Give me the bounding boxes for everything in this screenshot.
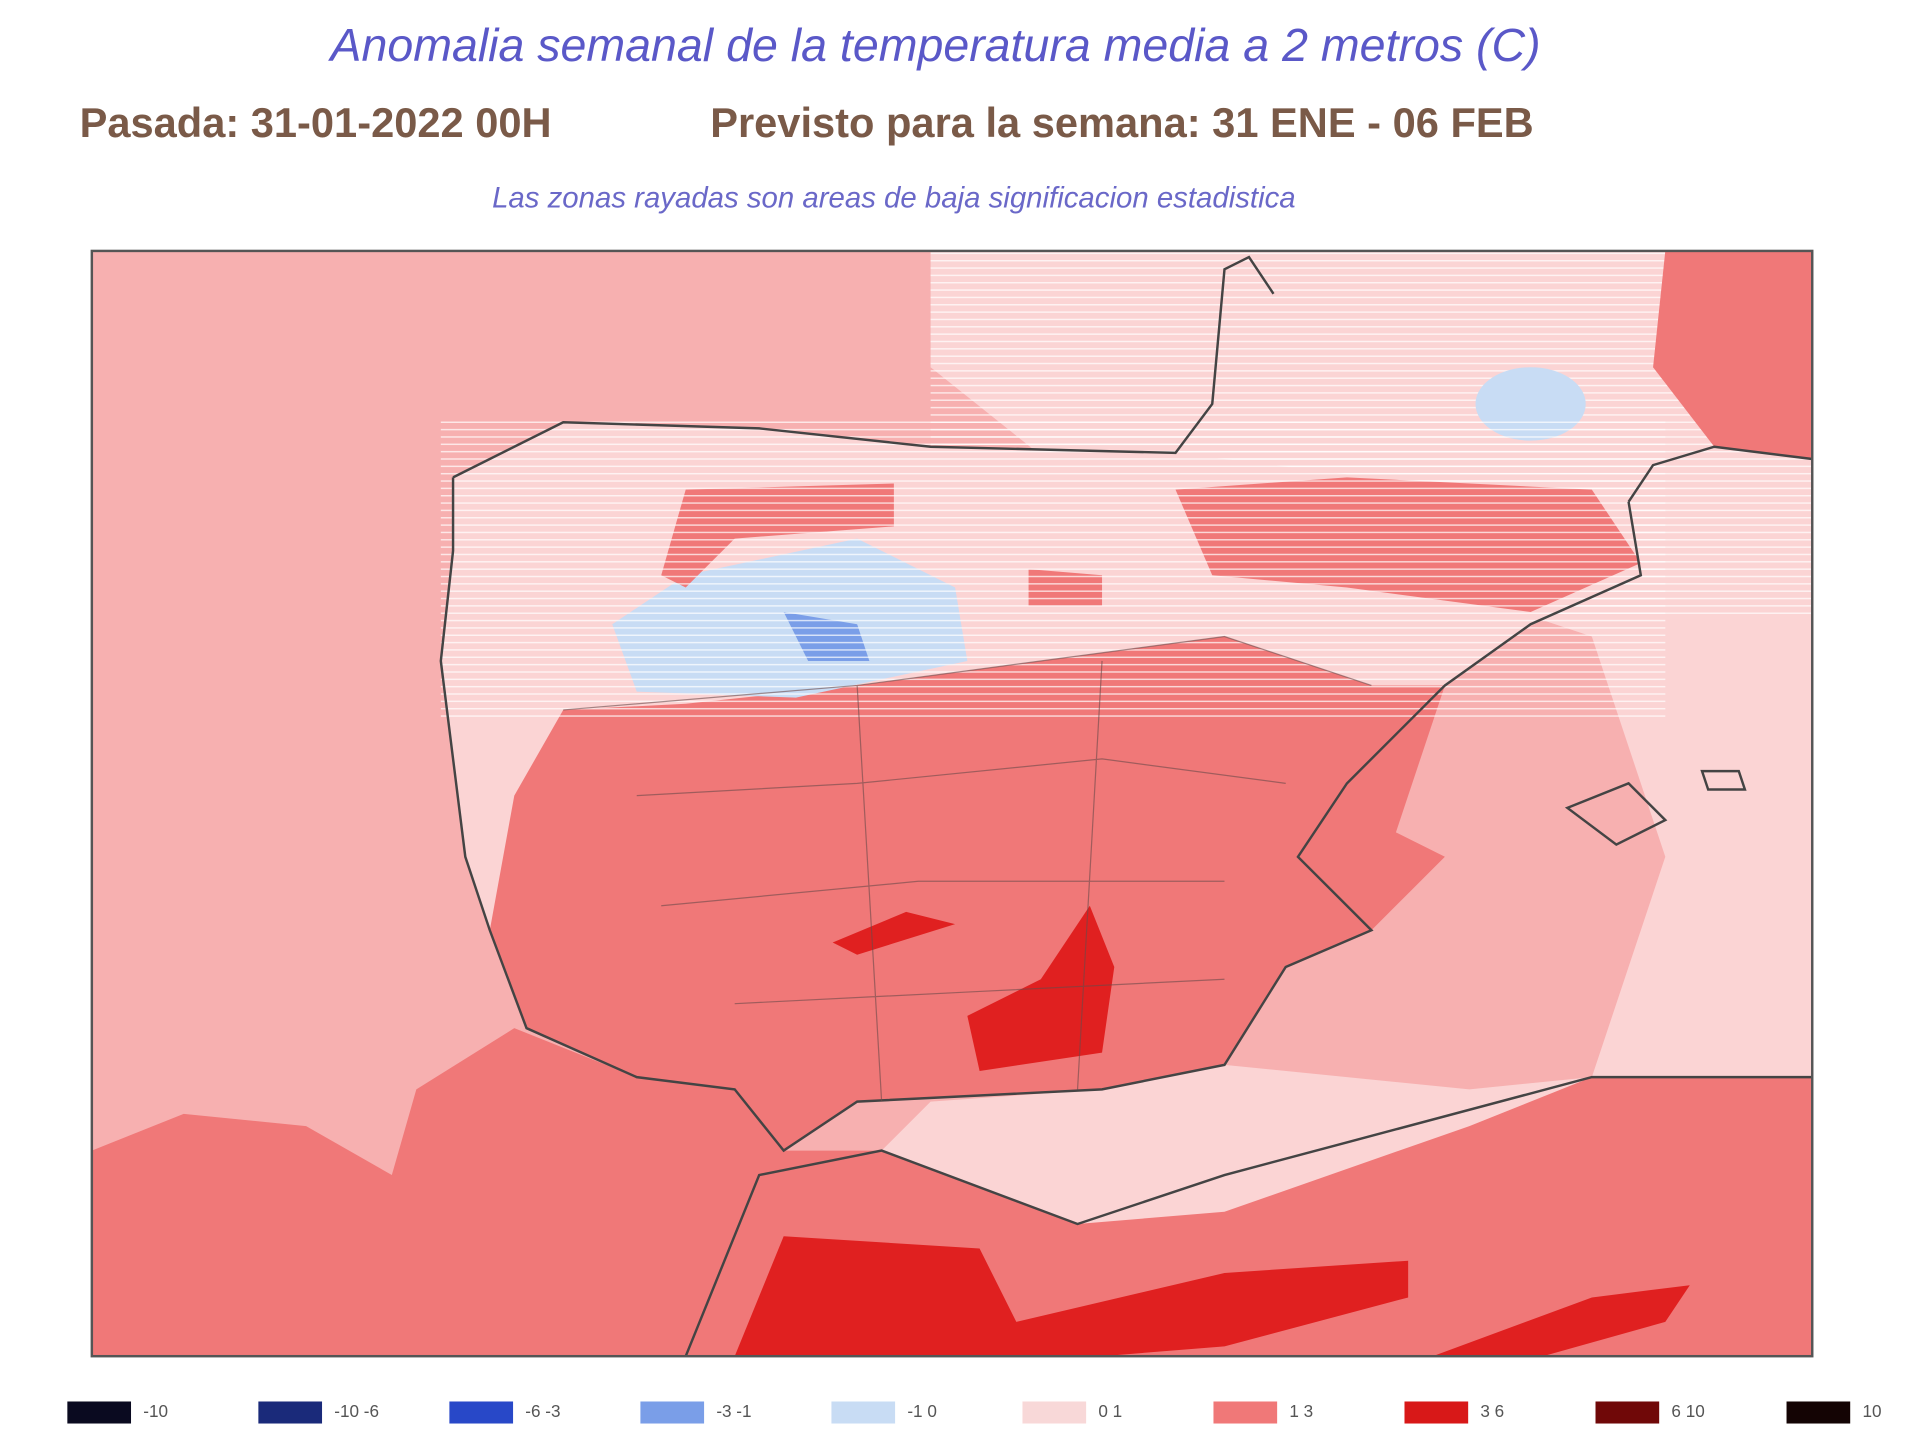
legend-label: 3 6 [1480,1401,1504,1421]
legend-swatch [258,1401,323,1424]
title: Anomalia semanal de la temperatura media… [327,19,1540,71]
legend-label: -10 [143,1401,168,1421]
legend-swatch [1022,1401,1087,1424]
note: Las zonas rayadas son areas de baja sign… [492,181,1296,214]
legend-label: -1 0 [907,1401,937,1421]
legend-label: -6 -3 [525,1401,560,1421]
legend-swatch [67,1401,132,1424]
run-date: Pasada: 31-01-2022 00H [80,99,552,146]
legend-label: 0 1 [1098,1401,1122,1421]
legend-label: -10 -6 [334,1401,379,1421]
legend-swatch [1213,1401,1278,1424]
legend-label: 10 [1862,1401,1881,1421]
legend-swatch [1404,1401,1469,1424]
map-frame [90,249,1814,1358]
legend-swatch [640,1401,705,1424]
map [91,250,1813,1357]
forecast-period: Previsto para la semana: 31 ENE - 06 FEB [710,99,1533,146]
legend-swatch [831,1401,896,1424]
legend-label: -3 -1 [716,1401,751,1421]
legend-swatch [1786,1401,1851,1424]
legend-swatch [1595,1401,1660,1424]
legend-swatch [449,1401,514,1424]
legend-label: 1 3 [1289,1401,1313,1421]
legend: -10 -10 -6 -6 -3 -3 -1 -1 0 0 1 1 3 3 6 6 10 10 [67,1401,1882,1424]
legend-label: 6 10 [1671,1401,1704,1421]
